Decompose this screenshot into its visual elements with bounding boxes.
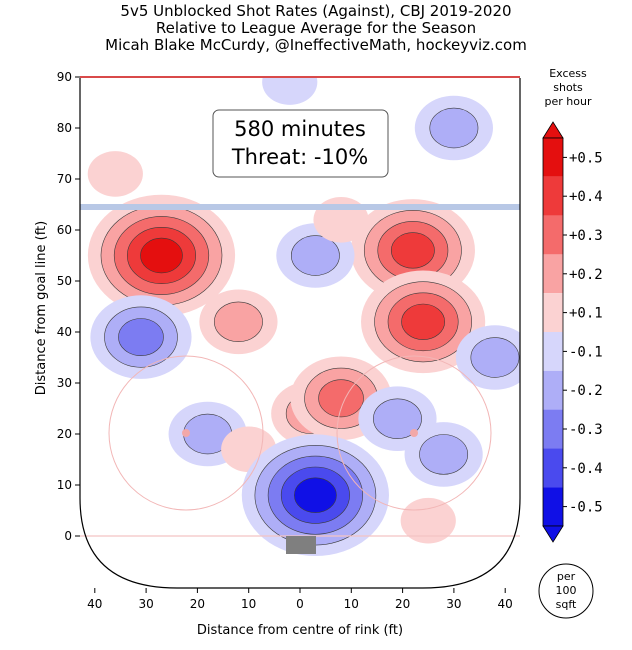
scale-note-line3: sqft	[556, 598, 577, 611]
contour-level-5	[294, 477, 337, 513]
colorbar-label-line3: per hour	[544, 95, 592, 108]
colorbar-band	[543, 138, 563, 177]
scale-note-line1: per	[557, 570, 576, 583]
left-faceoff-circle	[108, 355, 264, 511]
contour-level-2	[429, 107, 479, 149]
x-tick-label: 40	[498, 597, 513, 611]
x-tick-label: 30	[138, 597, 153, 611]
x-axis-label: Distance from centre of rink (ft)	[197, 623, 403, 638]
y-tick-label: 60	[57, 223, 72, 237]
x-tick-label: 20	[395, 597, 410, 611]
x-tick-label: 10	[344, 597, 359, 611]
colorbar: +0.5 +0.4 +0.3 +0.2 +0.1 -0.1 -0.2 -0.3 -0.4 -0.5	[542, 121, 603, 543]
y-tick-label: 80	[57, 121, 72, 135]
colorbar-band	[543, 332, 563, 371]
colorbar-band	[543, 254, 563, 294]
colorbar-band	[543, 448, 563, 488]
colorbar-tick-label: -0.5	[569, 500, 603, 516]
colorbar-tick-label: -0.2	[569, 383, 603, 399]
scale-note: per 100 sqft	[538, 563, 594, 619]
y-tick-label: 20	[57, 427, 72, 441]
left-faceoff-dot	[182, 429, 190, 437]
right-faceoff-circle	[336, 355, 492, 511]
x-tick-label: 10	[241, 597, 256, 611]
contour-level-4	[390, 232, 435, 269]
x-tick-label: 30	[446, 597, 461, 611]
contour-level-2	[214, 301, 263, 342]
y-axis: 0 10 20 30 40 50 60 70 80 90	[57, 70, 80, 543]
colorbar-band	[543, 487, 563, 526]
y-tick-label: 50	[57, 274, 72, 288]
colorbar-tick-label: +0.4	[569, 189, 603, 205]
contour-level-2	[470, 337, 520, 378]
contour-level-2	[419, 434, 469, 475]
blue-line	[80, 204, 520, 210]
field-region-0	[87, 194, 236, 317]
colorbar-band	[543, 176, 563, 216]
field-region-9	[361, 270, 486, 374]
x-tick-label: 0	[296, 597, 304, 611]
contour-level-1	[262, 78, 318, 105]
field-region-10	[241, 434, 389, 556]
contour-level-1	[400, 497, 456, 544]
colorbar-label-line1: Excess	[549, 67, 587, 80]
colorbar-tick-label: +0.5	[569, 150, 603, 166]
field-region-18	[262, 78, 318, 105]
colorbar-band	[543, 293, 563, 332]
x-tick-label: 40	[87, 597, 102, 611]
colorbar-bottom-arrow	[542, 525, 564, 543]
goal-net	[286, 536, 316, 554]
chart-subtitle: Relative to League Average for the Seaso…	[155, 19, 477, 37]
y-tick-label: 0	[64, 529, 72, 543]
colorbar-tick-label: +0.3	[569, 228, 603, 244]
field-region-1	[87, 151, 143, 197]
contour-level-4	[401, 303, 446, 340]
colorbar-band	[543, 370, 563, 410]
scale-note-circle	[538, 563, 594, 619]
contour-level-1	[87, 151, 143, 197]
annotation-box	[212, 109, 389, 178]
scale-note-line2: 100	[556, 584, 577, 597]
colorbar-top-arrow	[542, 121, 564, 139]
rink-markings	[79, 76, 521, 589]
y-axis-label: Distance from goal line (ft)	[34, 221, 49, 395]
contour-level-2	[290, 235, 340, 276]
field-region-13	[414, 95, 493, 161]
contour-level-3	[318, 379, 364, 418]
field-region-2	[90, 295, 192, 379]
field-region-8	[350, 199, 475, 302]
colorbar-band	[543, 409, 563, 449]
field-region-15	[313, 197, 369, 243]
y-tick-label: 90	[57, 70, 72, 84]
colorbar-band	[543, 215, 563, 255]
contour-level-5	[140, 237, 183, 274]
contour-level-2	[373, 398, 422, 439]
x-tick-label: 20	[190, 597, 205, 611]
field-region-4	[199, 289, 278, 355]
colorbar-tick-label: +0.1	[569, 306, 603, 322]
chart-credit: Micah Blake McCurdy, @IneffectiveMath, h…	[105, 36, 527, 54]
y-tick-label: 40	[57, 325, 72, 339]
field-region-17	[400, 497, 456, 544]
shot-rate-field	[87, 78, 520, 556]
colorbar-tick-label: +0.2	[569, 267, 603, 283]
field-region-12	[404, 422, 483, 487]
y-tick-label: 70	[57, 172, 72, 186]
chart-title: 5v5 Unblocked Shot Rates (Against), CBJ …	[120, 2, 512, 20]
threat-text: Threat: -10%	[231, 145, 368, 169]
colorbar-tick-label: -0.3	[569, 422, 603, 438]
field-region-19	[455, 325, 520, 390]
colorbar-tick-label: -0.4	[569, 461, 603, 477]
minutes-text: 580 minutes	[234, 117, 366, 141]
contour-level-1	[313, 197, 369, 243]
colorbar-label-line2: shots	[553, 81, 583, 94]
y-tick-label: 30	[57, 376, 72, 390]
contour-level-3	[118, 318, 164, 357]
x-axis: 40 30 20 10 0 10 20 30 40	[87, 588, 513, 611]
colorbar-tick-label: -0.1	[569, 344, 603, 360]
y-tick-label: 10	[57, 478, 72, 492]
right-faceoff-dot	[410, 429, 418, 437]
threat-annotation: 580 minutes Threat: -10%	[212, 109, 389, 178]
